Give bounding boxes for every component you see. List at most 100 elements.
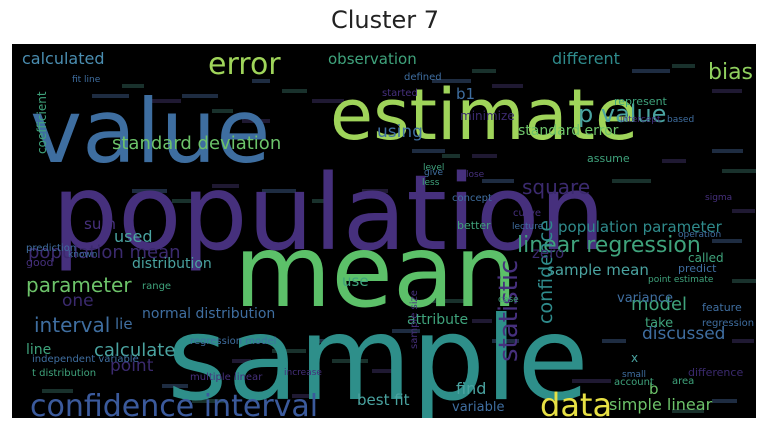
cloud-word: population parameter [558, 218, 723, 236]
cloud-word: regression [702, 318, 754, 329]
cloud-word: called [688, 251, 724, 265]
filler-text-mark [262, 189, 296, 193]
filler-text-mark [472, 319, 492, 323]
filler-text-mark [472, 154, 497, 158]
cloud-word: sample size [409, 290, 420, 349]
filler-text-mark [312, 339, 341, 343]
cloud-word: lecture [512, 222, 544, 232]
cloud-word: normal distribution [142, 306, 275, 322]
filler-text-mark [732, 209, 755, 213]
cloud-word: account [614, 377, 654, 388]
filler-text-mark [232, 359, 251, 363]
cloud-word: variable [452, 400, 504, 415]
cloud-word: one [62, 291, 94, 311]
cloud-word: confidence [535, 220, 557, 324]
filler-text-mark [432, 79, 471, 83]
filler-text-mark [392, 329, 420, 333]
cloud-word: point [110, 356, 154, 376]
filler-text-mark [182, 94, 218, 98]
cloud-word: point estimate [648, 275, 714, 285]
filler-text-mark [252, 79, 270, 83]
cloud-word: population mean [28, 242, 181, 263]
cloud-word: independent variable [32, 354, 139, 365]
cloud-word: best fit [357, 391, 410, 409]
cloud-word: b [649, 380, 659, 398]
cloud-word: feature [702, 301, 742, 314]
filler-text-mark [662, 159, 686, 163]
cloud-word: using [377, 122, 423, 142]
cloud-word: range [142, 281, 171, 292]
cloud-word: take [645, 316, 673, 331]
cloud-word: sample mean [547, 261, 649, 279]
cloud-word: increase [284, 368, 322, 378]
filler-text-mark [212, 109, 233, 113]
filler-text-mark [212, 184, 239, 188]
cloud-word: used [114, 227, 152, 246]
filler-text-mark [122, 84, 144, 88]
cloud-word: population [52, 152, 605, 274]
word-cloud: value estimate population mean sample error co… [12, 44, 756, 418]
cloud-word: predict [678, 262, 717, 275]
filler-text-mark [472, 69, 496, 73]
filler-text-mark [92, 94, 129, 98]
cloud-word: assume [587, 152, 630, 165]
filler-text-mark [292, 394, 310, 398]
filler-text-mark [172, 199, 192, 203]
filler-text-mark [612, 179, 651, 183]
filler-text-mark [632, 69, 670, 73]
filler-text-mark [722, 169, 756, 173]
filler-text-mark [162, 384, 188, 388]
filler-text-mark [712, 399, 737, 403]
filler-text-mark [492, 84, 523, 88]
filler-text-mark [672, 64, 695, 68]
cloud-word: variance [617, 291, 673, 306]
cloud-word: small [622, 370, 646, 380]
cloud-word: linear regression [517, 233, 701, 258]
filler-text-mark [282, 89, 307, 93]
cloud-word: give [424, 168, 444, 178]
filler-text-mark [412, 149, 445, 153]
filler-text-mark [442, 154, 460, 158]
filler-text-mark [712, 89, 742, 93]
cloud-word: confidence interval [30, 389, 318, 418]
cloud-word: close [461, 170, 485, 180]
cloud-word: minimize [460, 109, 515, 123]
cloud-word: difference [688, 366, 743, 379]
cloud-word: model [631, 294, 687, 315]
filler-text-mark [242, 119, 270, 123]
cloud-word: fit line [72, 75, 101, 85]
cloud-word: x [631, 351, 638, 365]
filler-text-mark [602, 339, 626, 343]
chart-title: Cluster 7 [330, 6, 440, 34]
cloud-word: better [457, 219, 491, 232]
filler-text-mark [332, 359, 368, 363]
cloud-word: attribute [407, 312, 468, 328]
cloud-word: good [26, 256, 53, 269]
cloud-word: zero [532, 244, 564, 262]
cloud-word: data [540, 386, 612, 418]
cloud-word: different [552, 49, 620, 68]
filler-text-mark [272, 349, 306, 353]
cloud-word: case [498, 295, 519, 305]
cloud-word: regression model [190, 336, 276, 347]
filler-text-mark [712, 239, 742, 243]
filler-text-mark [362, 189, 388, 193]
filler-text-mark [372, 369, 393, 373]
cloud-word: less [422, 178, 440, 188]
filler-text-mark [192, 399, 225, 403]
cloud-word: p value [578, 100, 666, 128]
cloud-word: calculated [22, 49, 105, 68]
filler-text-mark [132, 189, 167, 193]
filler-text-mark [312, 99, 344, 103]
filler-text-mark [152, 99, 181, 103]
cloud-word: b1 [456, 85, 475, 103]
cloud-word: curve [513, 208, 541, 219]
filler-text-mark [732, 339, 754, 343]
cloud-word: simple linear [609, 395, 713, 414]
cloud-word: based [667, 115, 694, 125]
cloud-word: square [522, 175, 590, 199]
filler-text-mark [712, 149, 743, 153]
cloud-word: area [672, 376, 694, 387]
cloud-word: error [208, 47, 281, 82]
